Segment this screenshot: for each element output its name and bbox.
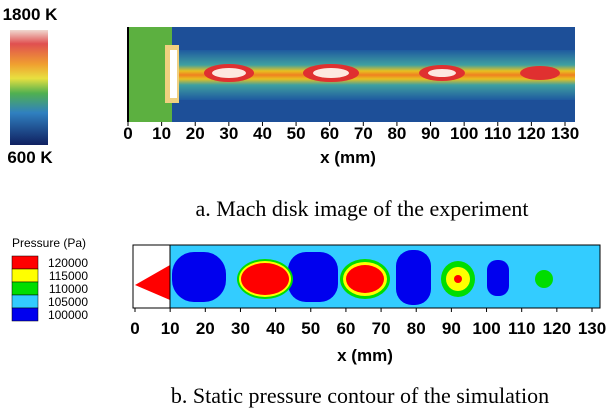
x-tick-label: 70 — [354, 124, 373, 143]
legend-title: Pressure (Pa) — [12, 236, 86, 250]
x-tick-label: 10 — [152, 124, 171, 143]
simulation-image — [133, 245, 600, 308]
x-tick-label: 20 — [196, 319, 215, 338]
x-tick-label: 50 — [301, 319, 320, 338]
x-tick-label: 40 — [253, 124, 272, 143]
x-tick-label: 100 — [450, 124, 478, 143]
x-tick-label: 90 — [442, 319, 461, 338]
x-tick-label: 40 — [266, 319, 285, 338]
x-label: x (mm) — [337, 346, 393, 365]
x-tick-label: 110 — [508, 319, 535, 338]
legend-swatch — [12, 295, 38, 308]
caption: a. Mach disk image of the experiment — [196, 196, 529, 221]
figure: 1800 K 600 K x (mm) a. Mach disk image o… — [0, 0, 613, 418]
x-label: x (mm) — [320, 148, 376, 167]
caption: b. Static pressure contour of the simula… — [171, 383, 549, 408]
legend-label: 110000 — [49, 282, 88, 296]
x-tick-label: 110 — [484, 124, 511, 143]
x-tick-label: 90 — [421, 124, 440, 143]
x-tick-label: 130 — [551, 124, 579, 143]
legend-label: 120000 — [48, 256, 88, 270]
x-tick-label: 60 — [336, 319, 355, 338]
x-tick-label: 120 — [543, 319, 571, 338]
legend-label: 105000 — [48, 295, 88, 309]
legend-label: 115000 — [49, 269, 88, 283]
x-tick-label: 70 — [372, 319, 391, 338]
legend-swatch — [12, 282, 38, 295]
x-tick-label: 130 — [578, 319, 606, 338]
x-tick-label: 100 — [472, 319, 500, 338]
x-tick-label: 20 — [186, 124, 205, 143]
x-tick-label: 60 — [320, 124, 339, 143]
legend-label: 100000 — [48, 308, 88, 322]
colorbar-bottom: 600 K — [7, 148, 53, 167]
colorbar-top: 1800 K — [3, 5, 59, 24]
x-tick-label: 30 — [231, 319, 250, 338]
x-tick-label: 10 — [161, 319, 180, 338]
legend-swatch — [12, 269, 38, 282]
x-tick-label: 50 — [287, 124, 306, 143]
x-tick-label: 120 — [517, 124, 545, 143]
x-tick-label: 30 — [219, 124, 238, 143]
legend-swatch — [12, 308, 38, 321]
x-tick-label: 80 — [387, 124, 406, 143]
x-tick-label: 0 — [123, 124, 132, 143]
x-tick-label: 0 — [130, 319, 139, 338]
x-tick-label: 80 — [407, 319, 426, 338]
legend-swatch — [12, 256, 38, 269]
